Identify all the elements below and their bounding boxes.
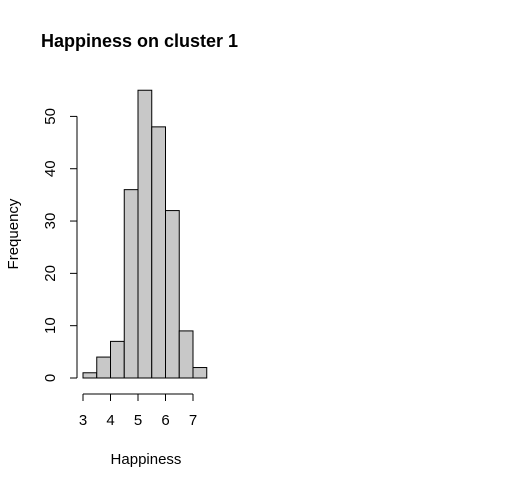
histogram-bar [123, 189, 139, 379]
histogram-bar [192, 367, 208, 379]
y-tick-label: 20 [42, 265, 59, 282]
y-axis: 0 10 20 30 40 50 [42, 108, 78, 382]
x-tick-label: 3 [79, 412, 87, 429]
bars-group [82, 89, 208, 379]
x-tick-label: 4 [106, 412, 114, 429]
y-axis-label: Frequency [5, 198, 22, 269]
x-axis-label: Happiness [111, 451, 182, 468]
y-tick-label: 10 [42, 317, 59, 334]
histogram-bar [151, 126, 166, 379]
histogram-bar [165, 210, 180, 379]
y-tick-label: 40 [42, 160, 59, 177]
y-tick-label: 0 [42, 374, 59, 382]
chart-title: Happiness on cluster 1 [41, 31, 238, 51]
histogram-bar [178, 330, 194, 379]
histogram-bar [110, 340, 125, 379]
histogram-bar [137, 89, 153, 379]
histogram-bar [82, 372, 98, 379]
x-axis: 3 4 5 6 7 [79, 393, 197, 429]
x-tick-label: 6 [161, 412, 169, 429]
y-tick-label: 50 [42, 108, 59, 125]
x-tick-label: 5 [134, 412, 142, 429]
y-tick-label: 30 [42, 213, 59, 230]
histogram-bar [96, 356, 111, 379]
x-tick-label: 7 [189, 412, 197, 429]
